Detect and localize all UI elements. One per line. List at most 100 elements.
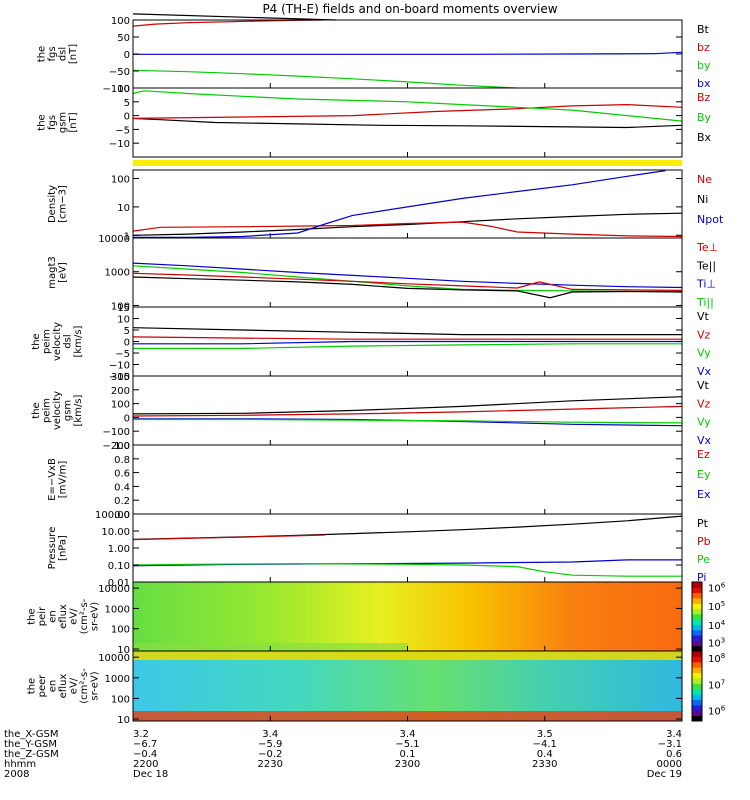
y-tick-label: 10000 [98, 234, 130, 245]
y-axis-label: peir [37, 606, 48, 626]
y-axis-label: velocity [52, 391, 63, 430]
figure-title: P4 (TH-E) fields and on-board moments ov… [262, 2, 557, 16]
y-tick-label: 10.00 [101, 527, 130, 538]
x-tick-label: 0.6 [666, 749, 682, 760]
y-tick-label: 1.0 [114, 441, 130, 452]
y-tick-label: 10 [117, 203, 130, 214]
y-tick-label: 0.4 [114, 482, 130, 493]
series-line-Pb [132, 534, 326, 541]
legend-entry: By [697, 111, 712, 124]
y-tick-label: −5 [115, 125, 130, 136]
y-tick-label: −10 [109, 139, 130, 150]
legend-entry: Ey [697, 468, 711, 481]
y-tick-label: 200 [111, 386, 130, 397]
x-tick-label: 2230 [258, 759, 283, 770]
series-line-Vt [132, 327, 682, 336]
series-line-Npot [133, 170, 666, 238]
y-axis-label: eflux [58, 674, 69, 699]
x-tick-label: 3.4 [400, 729, 416, 740]
y-axis-label: fgs [47, 115, 58, 130]
y-axis-label: dsl [57, 47, 68, 61]
legend-entry: bz [697, 41, 710, 54]
y-axis-label: dsl [63, 334, 74, 348]
y-axis-label: eflux [58, 604, 69, 629]
y-axis-label: peim [42, 398, 53, 423]
colorbar-tick-label: 106 [708, 705, 726, 718]
y-axis-label: [nPa] [57, 535, 68, 561]
y-tick-label: 10 [117, 715, 130, 726]
series-line-bz [132, 19, 323, 27]
legend-entry: Npot [697, 213, 724, 226]
y-tick-label: 0.01 [108, 578, 130, 589]
y-axis-label: Pressure [47, 527, 58, 570]
y-axis-label: [nT] [68, 44, 79, 64]
colorbar: 108 107 106 [691, 650, 726, 722]
series-line-Ne [132, 221, 683, 238]
y-tick-label: 1000 [105, 604, 130, 615]
y-tick-label: −5 [115, 349, 130, 360]
x-tick-label: 3.2 [133, 729, 149, 740]
y-axis-label: [km/s] [73, 325, 84, 357]
legend-entry: Pt [697, 517, 709, 530]
y-axis-label: [km/s] [73, 394, 84, 426]
y-tick-label: 100.00 [95, 510, 130, 521]
series-line-Vy [133, 343, 682, 349]
y-axis-label: (cm²-s- [79, 668, 90, 704]
x-row-label: the_Z-GSM [4, 749, 59, 760]
series-line-Te|| [132, 276, 683, 299]
y-axis-label: the [31, 333, 42, 349]
y-axis-label: E=−VxB [47, 458, 58, 501]
legend-entry: Pe [697, 553, 710, 566]
y-tick-label: −10 [109, 361, 130, 372]
y-tick-label: 10 [117, 315, 130, 326]
y-axis-label: fgs [47, 46, 58, 61]
y-tick-label: 15 [117, 303, 130, 314]
y-axis-label: the [27, 678, 38, 694]
y-tick-label: 0 [124, 112, 130, 123]
y-axis-label: [cm−3] [57, 185, 68, 223]
y-tick-label: 100 [111, 16, 130, 27]
legend-entry: by [697, 59, 711, 72]
series-line-Vt [132, 396, 683, 415]
x-tick-label: Dec 19 [647, 769, 682, 780]
y-tick-label: 100 [111, 301, 130, 312]
y-tick-label: 100 [111, 625, 130, 636]
colorbar-tick-label: 106 [708, 582, 726, 595]
y-tick-label: 0 [124, 50, 130, 61]
y-tick-label: −50 [109, 67, 130, 78]
colorbar: 106 105 104 103 [691, 581, 726, 652]
legend-entry: Vz [697, 397, 711, 410]
x-tick-label: 2300 [395, 759, 420, 770]
series-line-Vy [133, 418, 683, 424]
legend-entry: Pi [697, 571, 706, 584]
legend-entry: Bt [697, 23, 710, 36]
series-line-Pt [132, 515, 683, 540]
legend-entry: Vy [697, 416, 711, 429]
series-line-Bt [132, 13, 337, 21]
y-tick-label: 300 [111, 372, 130, 383]
series-line-by [132, 69, 518, 89]
y-tick-label: 0 [124, 338, 130, 349]
y-tick-label: −100 [103, 84, 130, 95]
y-tick-label: 10000 [98, 653, 130, 664]
y-tick-label: 0 [124, 413, 130, 424]
panel-frame [132, 375, 683, 446]
y-tick-label: −100 [103, 427, 130, 438]
y-tick-label: 100 [111, 400, 130, 411]
series-line-bx [133, 51, 683, 55]
legend-entry: Ne [697, 173, 712, 186]
x-row-label: the_Y-GSM [4, 739, 57, 750]
y-axis-label: the [36, 114, 47, 130]
y-tick-label: 5 [124, 326, 130, 337]
panel-efield: 1.0 0.8 0.6 0.4 0.2 0.0 E=−VxB [mV/m] Ez Ey Ex [47, 441, 711, 521]
x-tick-label: 3.4 [666, 729, 682, 740]
y-tick-label: 10000 [98, 584, 130, 595]
legend-entry: Ti⊥ [696, 278, 716, 291]
spectrogram [133, 651, 682, 721]
y-tick-label: 1000 [105, 674, 130, 685]
y-axis-label: [nT] [68, 112, 79, 132]
